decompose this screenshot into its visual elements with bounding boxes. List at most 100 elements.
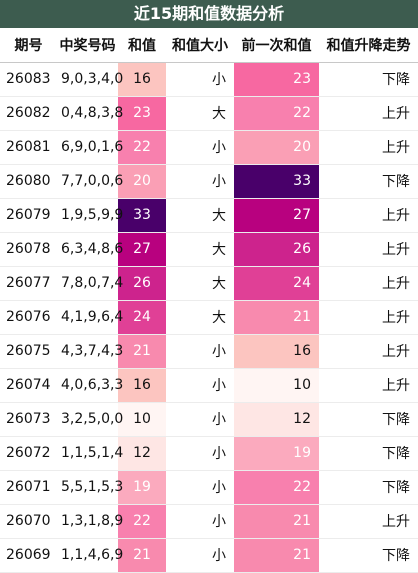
trend-cell: 下降 — [319, 538, 418, 573]
issue-cell: 26073 — [0, 402, 57, 437]
header-issue: 期号 — [0, 28, 57, 63]
table-row: 26072 1,1,5,1,4 12 小 19 下降 — [0, 436, 418, 471]
prev-sum-cell: 19 — [234, 436, 319, 471]
issue-cell: 26078 — [0, 232, 57, 267]
issue-cell: 26072 — [0, 436, 57, 471]
table-header-row: 期号 中奖号码 和值 和值大小 前一次和值 和值升降走势 — [0, 28, 418, 63]
size-cell: 小 — [166, 368, 234, 403]
table-row: 26076 4,1,9,6,4 24 大 21 上升 — [0, 300, 418, 335]
numbers-cell: 0,4,8,3,8 — [57, 96, 123, 131]
table-row: 26080 7,7,0,0,6 20 小 33 下降 — [0, 164, 418, 199]
issue-cell: 26070 — [0, 504, 57, 539]
table-row: 26069 1,1,4,6,9 21 小 21 下降 — [0, 538, 418, 573]
trend-cell: 上升 — [319, 504, 418, 539]
prev-sum-cell: 24 — [234, 266, 319, 301]
numbers-cell: 5,5,1,5,3 — [57, 470, 123, 505]
size-cell: 大 — [166, 232, 234, 267]
issue-cell: 26076 — [0, 300, 57, 335]
trend-cell: 上升 — [319, 96, 418, 131]
trend-cell: 上升 — [319, 334, 418, 369]
numbers-cell: 6,9,0,1,6 — [57, 130, 123, 165]
size-cell: 小 — [166, 130, 234, 165]
size-cell: 小 — [166, 402, 234, 437]
header-sum: 和值 — [118, 28, 166, 63]
trend-cell: 下降 — [319, 436, 418, 471]
header-size: 和值大小 — [166, 28, 234, 63]
header-trend: 和值升降走势 — [319, 28, 418, 63]
trend-cell: 上升 — [319, 300, 418, 335]
numbers-cell: 1,1,5,1,4 — [57, 436, 123, 471]
numbers-cell: 7,7,0,0,6 — [57, 164, 123, 199]
prev-sum-cell: 21 — [234, 504, 319, 539]
table-row: 26070 1,3,1,8,9 22 小 21 上升 — [0, 504, 418, 539]
issue-cell: 26071 — [0, 470, 57, 505]
numbers-cell: 4,1,9,6,4 — [57, 300, 123, 335]
numbers-cell: 3,2,5,0,0 — [57, 402, 123, 437]
sum-cell: 20 — [118, 164, 166, 199]
issue-cell: 26083 — [0, 62, 57, 97]
table-row: 26071 5,5,1,5,3 19 小 22 下降 — [0, 470, 418, 505]
issue-cell: 26069 — [0, 538, 57, 573]
sum-cell: 16 — [118, 368, 166, 403]
sum-cell: 21 — [118, 538, 166, 573]
numbers-cell: 9,0,3,4,0 — [57, 62, 123, 97]
numbers-cell: 1,9,5,9,9 — [57, 198, 123, 233]
prev-sum-cell: 10 — [234, 368, 319, 403]
header-numbers: 中奖号码 — [57, 28, 118, 63]
size-cell: 大 — [166, 96, 234, 131]
prev-sum-cell: 16 — [234, 334, 319, 369]
sum-cell: 21 — [118, 334, 166, 369]
prev-sum-cell: 22 — [234, 96, 319, 131]
sum-cell: 27 — [118, 232, 166, 267]
table-row: 26079 1,9,5,9,9 33 大 27 上升 — [0, 198, 418, 233]
numbers-cell: 7,8,0,7,4 — [57, 266, 123, 301]
prev-sum-cell: 26 — [234, 232, 319, 267]
issue-cell: 26080 — [0, 164, 57, 199]
sum-cell: 22 — [118, 504, 166, 539]
prev-sum-cell: 23 — [234, 62, 319, 97]
issue-cell: 26077 — [0, 266, 57, 301]
numbers-cell: 4,0,6,3,3 — [57, 368, 123, 403]
table-row: 26077 7,8,0,7,4 26 大 24 上升 — [0, 266, 418, 301]
table-row: 26075 4,3,7,4,3 21 小 16 上升 — [0, 334, 418, 369]
issue-cell: 26082 — [0, 96, 57, 131]
size-cell: 小 — [166, 164, 234, 199]
table-row: 26083 9,0,3,4,0 16 小 23 下降 — [0, 62, 418, 97]
sum-cell: 19 — [118, 470, 166, 505]
sum-cell: 24 — [118, 300, 166, 335]
size-cell: 小 — [166, 504, 234, 539]
prev-sum-cell: 22 — [234, 470, 319, 505]
prev-sum-cell: 12 — [234, 402, 319, 437]
prev-sum-cell: 33 — [234, 164, 319, 199]
numbers-cell: 1,1,4,6,9 — [57, 538, 123, 573]
trend-cell: 上升 — [319, 198, 418, 233]
sum-cell: 22 — [118, 130, 166, 165]
issue-cell: 26079 — [0, 198, 57, 233]
size-cell: 大 — [166, 300, 234, 335]
numbers-cell: 6,3,4,8,6 — [57, 232, 123, 267]
trend-cell: 上升 — [319, 232, 418, 267]
sum-cell: 12 — [118, 436, 166, 471]
issue-cell: 26081 — [0, 130, 57, 165]
trend-cell: 下降 — [319, 470, 418, 505]
size-cell: 大 — [166, 266, 234, 301]
trend-cell: 上升 — [319, 130, 418, 165]
prev-sum-cell: 20 — [234, 130, 319, 165]
numbers-cell: 4,3,7,4,3 — [57, 334, 123, 369]
prev-sum-cell: 21 — [234, 538, 319, 573]
sum-cell: 10 — [118, 402, 166, 437]
table-row: 26073 3,2,5,0,0 10 小 12 下降 — [0, 402, 418, 437]
size-cell: 小 — [166, 62, 234, 97]
trend-cell: 上升 — [319, 266, 418, 301]
prev-sum-cell: 27 — [234, 198, 319, 233]
sum-cell: 26 — [118, 266, 166, 301]
page-title: 近15期和值数据分析 — [0, 0, 418, 28]
trend-cell: 下降 — [319, 62, 418, 97]
size-cell: 大 — [166, 198, 234, 233]
issue-cell: 26074 — [0, 368, 57, 403]
table-row: 26081 6,9,0,1,6 22 小 20 上升 — [0, 130, 418, 165]
size-cell: 小 — [166, 334, 234, 369]
trend-cell: 下降 — [319, 402, 418, 437]
issue-cell: 26075 — [0, 334, 57, 369]
table-row: 26074 4,0,6,3,3 16 小 10 上升 — [0, 368, 418, 403]
